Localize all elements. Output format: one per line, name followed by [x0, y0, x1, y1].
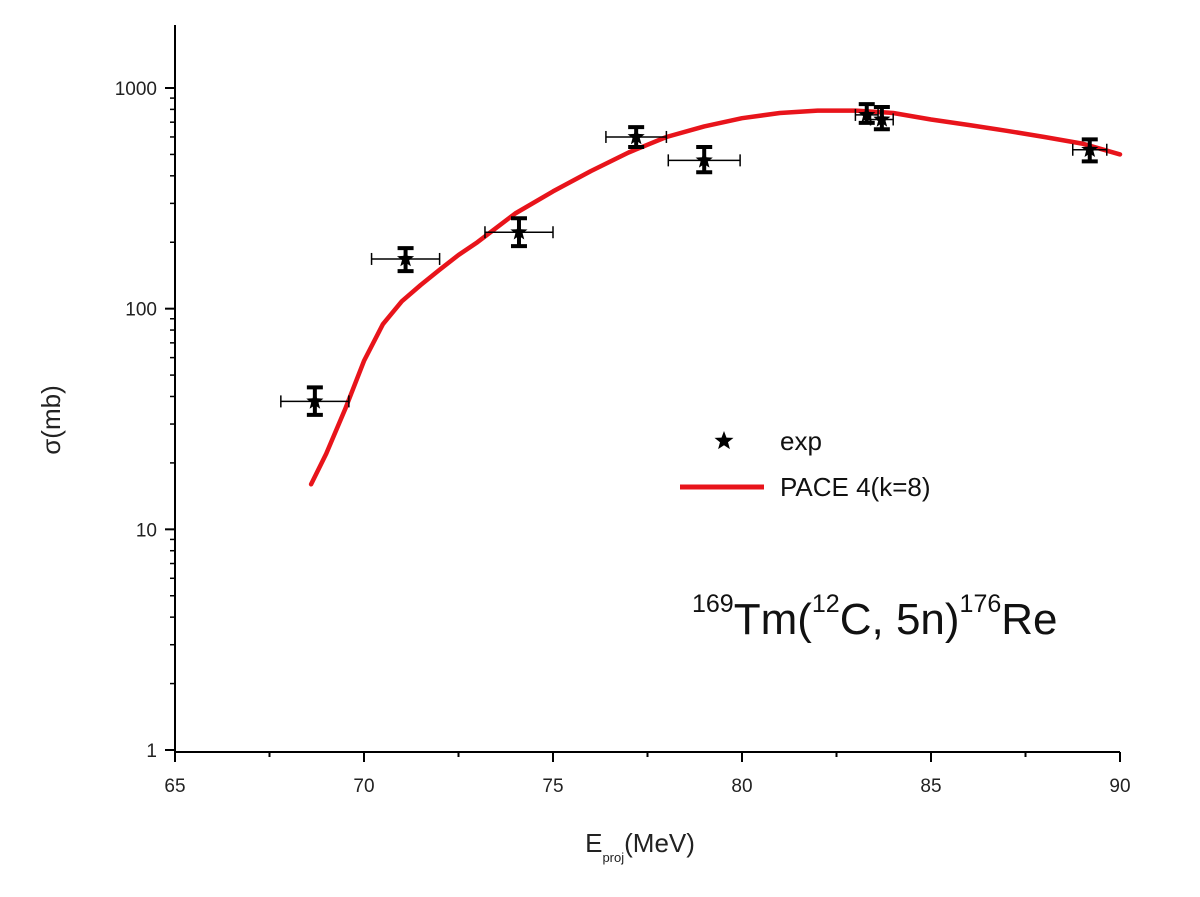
exp-point [667, 145, 741, 175]
x-axis-title-main: E [585, 828, 602, 858]
star-marker-icon [858, 105, 876, 123]
star-marker-icon [695, 151, 713, 168]
y-tick-label: 100 [125, 300, 157, 321]
star-marker-icon [627, 128, 645, 145]
reaction-a2: 12 [812, 590, 840, 618]
reaction-a3: 176 [960, 590, 1002, 618]
x-axis-title: Eproj(MeV) [585, 828, 695, 865]
reaction-s1: Tm( [734, 595, 813, 644]
exp-points-layer [280, 102, 1108, 417]
x-tick-label: 65 [164, 776, 185, 797]
reaction-a1: 169 [692, 590, 734, 618]
x-tick-label: 80 [731, 776, 752, 797]
legend-item-exp: exp [714, 426, 822, 456]
exp-point [484, 216, 554, 249]
x-tick-label: 85 [920, 776, 941, 797]
pace4-curve-layer [308, 108, 1123, 487]
legend-label-exp: exp [780, 426, 822, 456]
exp-point [1072, 137, 1108, 164]
star-marker-icon [510, 223, 528, 240]
legend-item-pace4: PACE 4(k=8) [680, 472, 931, 502]
legend-label-pace4: PACE 4(k=8) [780, 472, 931, 502]
reaction-annotation: 169Tm(12C, 5n)176Re [692, 590, 1058, 644]
star-marker-icon [397, 249, 415, 267]
star-marker-icon [1081, 140, 1099, 157]
star-marker-icon [873, 110, 891, 127]
x-tick-label: 75 [542, 776, 563, 797]
x-axis-ticks: 65 70 75 80 85 90 [164, 752, 1131, 797]
reaction-s3: Re [1001, 595, 1057, 644]
star-marker-icon [306, 392, 324, 409]
x-axis-title-sub: proj [602, 850, 624, 865]
legend-star-icon [714, 431, 734, 450]
exp-point [869, 105, 894, 132]
y-axis-ticks: 1 10 100 1000 [115, 79, 175, 762]
x-axis-title-unit: (MeV) [624, 828, 695, 858]
exp-point [854, 102, 879, 125]
pace4-curve [308, 108, 1123, 487]
y-tick-label: 1000 [115, 79, 157, 100]
x-tick-label: 90 [1109, 776, 1130, 797]
reaction-s2: C, 5n) [840, 595, 960, 644]
legend: exp PACE 4(k=8) [680, 426, 931, 502]
y-axis-title: σ(mb) [36, 385, 66, 454]
exp-point [370, 246, 441, 274]
y-tick-label: 10 [136, 520, 157, 541]
x-tick-label: 70 [353, 776, 374, 797]
exp-point [280, 385, 350, 417]
exp-point [605, 125, 668, 150]
y-tick-label: 1 [146, 741, 157, 762]
